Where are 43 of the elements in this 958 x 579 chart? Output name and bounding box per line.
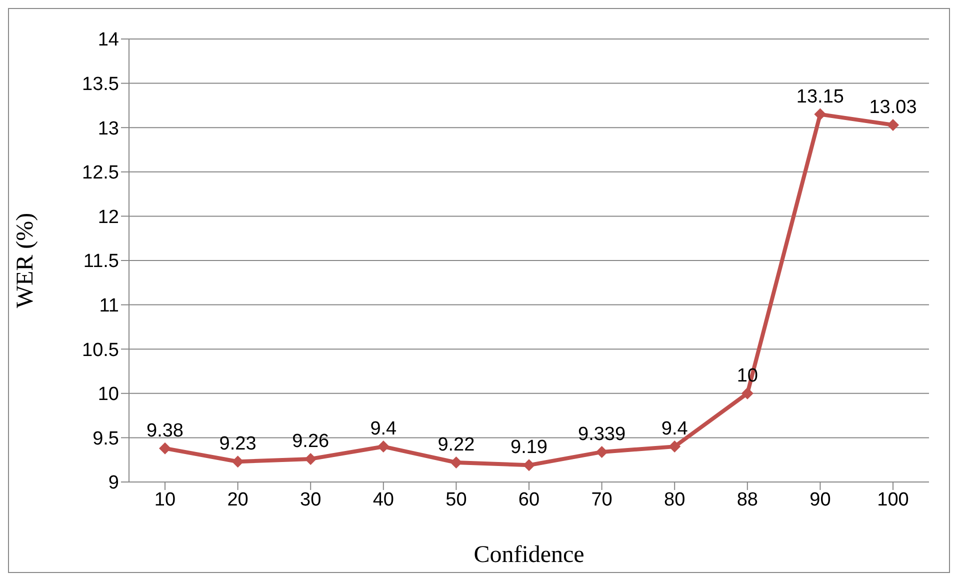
data-label: 9.339 (578, 424, 626, 445)
y-tick-label: 12.5 (82, 162, 119, 184)
y-tick-label: 10.5 (82, 340, 119, 361)
point (741, 387, 754, 400)
x-axis-title: Confidence (474, 542, 584, 568)
y-tick-label: 10 (98, 384, 119, 406)
x-tick-label: 20 (227, 489, 248, 510)
data-label: 9.38 (146, 420, 184, 442)
y-tick-label: 12 (98, 206, 119, 228)
y-tick-label: 9.5 (92, 428, 119, 450)
y-tick-label: 13 (98, 118, 119, 140)
x-tick-label: 90 (810, 489, 831, 510)
x-tick-label: 88 (736, 489, 758, 510)
point (668, 440, 681, 453)
point (159, 442, 171, 454)
data-label: 9.4 (370, 418, 398, 440)
x-tick-label: 70 (591, 489, 612, 510)
point (523, 459, 535, 472)
point (814, 108, 826, 120)
y-tick-label: 13.5 (82, 74, 119, 96)
y-tick-label: 11 (99, 296, 119, 317)
y-tick-label: 9 (108, 472, 119, 494)
x-tick-label: 80 (664, 489, 686, 510)
data-label: 13.03 (869, 96, 917, 118)
point (887, 118, 899, 131)
data-label: 9.26 (292, 430, 330, 452)
point (596, 446, 608, 458)
x-tick-label: 50 (446, 489, 467, 510)
y-tick-label: 11.5 (83, 251, 119, 272)
y-tick-label: 14 (98, 30, 120, 51)
data-label: 9.23 (219, 434, 256, 455)
data-label: 9.22 (438, 434, 475, 456)
point (304, 452, 317, 465)
y-axis-title: WER (%) (12, 212, 39, 308)
x-tick-label: 30 (300, 489, 322, 510)
point (377, 440, 390, 453)
x-tick-label: 40 (372, 489, 394, 510)
x-tick-label: 10 (154, 489, 176, 510)
data-label: 9.4 (661, 418, 688, 440)
data-label: 9.19 (510, 437, 548, 458)
x-tick-label: 100 (877, 489, 909, 510)
data-label: 13.15 (796, 86, 844, 108)
x-tick-label: 60 (518, 489, 540, 510)
